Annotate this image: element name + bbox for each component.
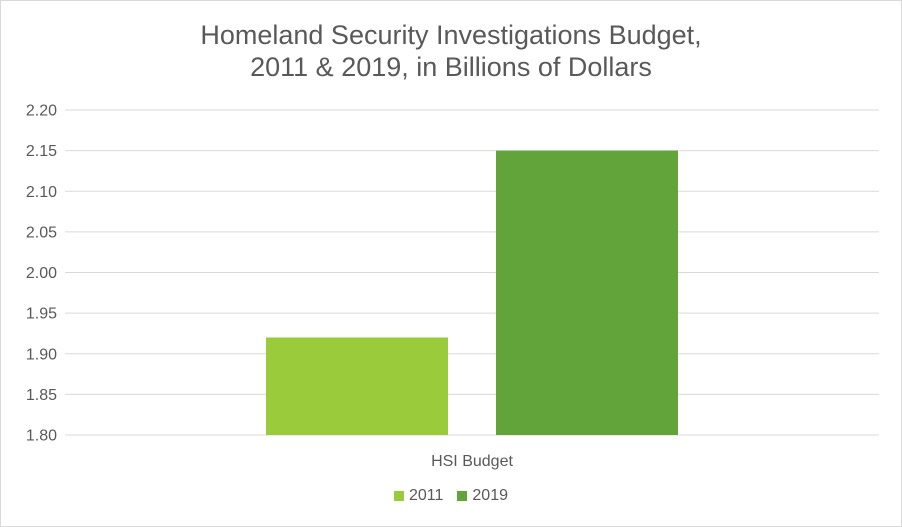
y-tick-label: 2.15 — [26, 143, 57, 160]
x-axis-category-labels: HSI Budget — [431, 453, 513, 470]
legend-label: 2011 — [409, 487, 444, 504]
x-category-label: HSI Budget — [431, 453, 513, 470]
bar-2011 — [266, 337, 448, 435]
y-tick-label: 1.80 — [26, 428, 57, 445]
legend-swatch — [394, 491, 404, 501]
legend-label: 2019 — [472, 487, 508, 504]
y-tick-label: 2.10 — [26, 184, 57, 201]
legend: 2011 2019 — [1, 487, 901, 505]
y-tick-label: 2.20 — [26, 103, 57, 120]
bar-2019 — [496, 150, 678, 435]
bars — [266, 150, 678, 435]
y-tick-label: 1.85 — [26, 387, 57, 404]
legend-item-2019: 2019 — [457, 487, 508, 505]
y-tick-label: 2.05 — [26, 224, 57, 241]
chart-title: Homeland Security Investigations Budget,… — [1, 19, 901, 83]
y-tick-label: 2.00 — [26, 265, 57, 282]
y-tick-label: 1.95 — [26, 306, 57, 323]
y-tick-label: 1.90 — [26, 346, 57, 363]
legend-swatch — [457, 491, 468, 501]
chart-title-line2: 2011 & 2019, in Billions of Dollars — [250, 52, 652, 82]
gridlines — [65, 109, 879, 436]
chart-title-line1: Homeland Security Investigations Budget, — [200, 20, 702, 50]
legend-item-2011: 2011 — [394, 487, 443, 505]
y-axis-tick-labels: 1.80 1.85 1.90 1.95 2.00 2.05 2.10 2.15 2.20 — [26, 103, 57, 445]
